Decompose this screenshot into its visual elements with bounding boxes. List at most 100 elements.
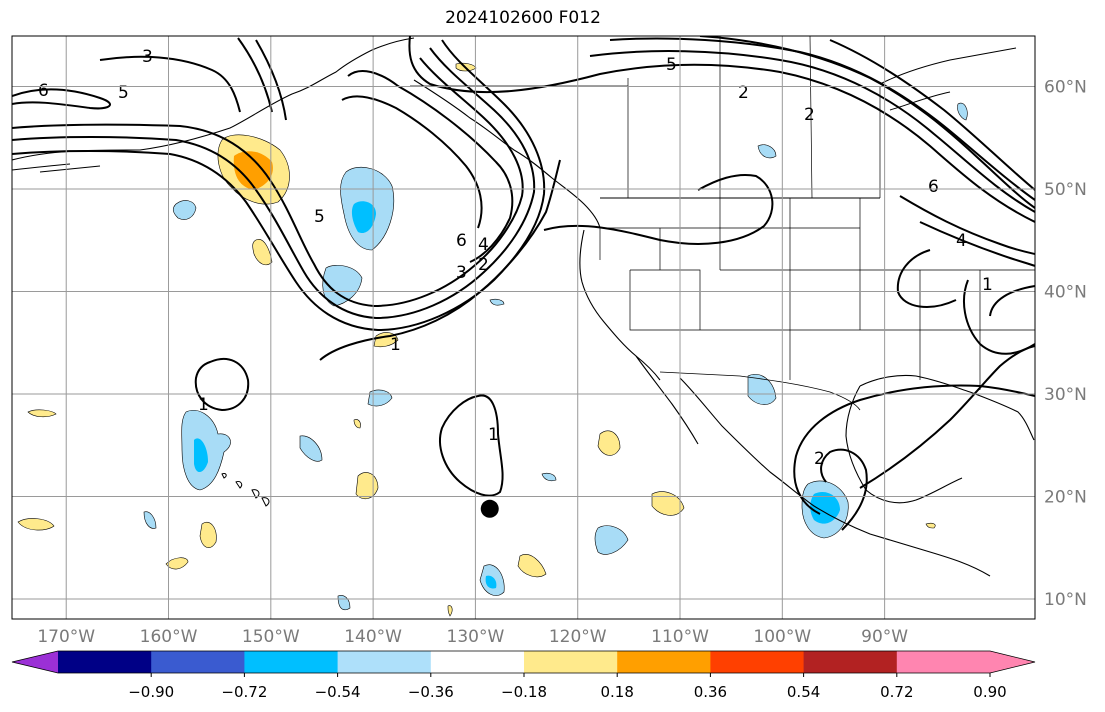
negative-anomaly-patch <box>594 525 629 555</box>
negative-anomaly-patch <box>957 102 968 121</box>
contour-line <box>341 95 483 229</box>
colorbar-segment <box>617 651 711 673</box>
colorbar-outline <box>11 650 1036 674</box>
contour-line <box>12 39 546 332</box>
negative-anomaly-patch <box>172 200 197 220</box>
latitude-tick-label: 10°N <box>1044 590 1087 610</box>
negative-anomaly-patch <box>747 374 777 405</box>
map-frame <box>11 35 1036 620</box>
storm-center-dot <box>480 499 499 518</box>
border-us-mexico <box>659 371 861 411</box>
contour-label: 5 <box>666 55 677 75</box>
positive-anomaly-patch <box>925 522 936 529</box>
contour-line <box>793 384 1035 515</box>
contour-label: 6 <box>38 81 49 101</box>
border-provinces <box>410 36 881 199</box>
colorbar-tick-label: −0.54 <box>315 683 361 701</box>
contour-label: 5 <box>118 83 129 103</box>
colorbar-tick-label: −0.36 <box>408 683 454 701</box>
contour-line <box>820 448 868 531</box>
negative-anomaly-core <box>351 201 376 234</box>
contour-label: 6 <box>456 231 467 251</box>
hawaii-islands <box>221 473 270 507</box>
positive-anomaly-patch <box>353 419 361 429</box>
contour-line <box>829 39 1035 191</box>
contour-label: 2 <box>478 255 489 275</box>
coastline-baja <box>635 355 699 445</box>
latitude-tick-labels: 60°N 50°N 40°N 30°N 20°N 10°N <box>1044 78 1087 611</box>
colorbar-tick-label: 0.90 <box>973 683 1006 701</box>
coastline-alaska <box>12 37 415 161</box>
positive-anomaly-core <box>233 151 273 190</box>
longitude-tick-label: 140°W <box>344 627 402 647</box>
positive-anomaly-patch <box>165 557 189 570</box>
positive-anomaly-patch <box>17 518 55 531</box>
colorbar-tick-label: 0.18 <box>600 683 633 701</box>
colorbar-segment <box>803 651 898 673</box>
negative-anomaly-patch <box>143 511 157 529</box>
longitude-tick-label: 110°W <box>651 627 709 647</box>
contour-line <box>12 88 112 110</box>
contour-line <box>859 345 1035 489</box>
colorbar-tick-label: 0.54 <box>787 683 820 701</box>
contour-labels: 6 5 3 5 6 4 3 2 1 1 1 5 2 2 6 4 1 2 <box>38 47 993 469</box>
contour-label: 3 <box>142 47 153 67</box>
positive-anomaly-patch <box>597 430 621 456</box>
longitude-tick-label: 100°W <box>753 627 811 647</box>
latitude-tick-label: 30°N <box>1044 385 1087 405</box>
longitude-tick-labels: 170°W 160°W 150°W 140°W 130°W 120°W 110°W 100°W… <box>37 627 908 647</box>
contour-line <box>699 36 1035 209</box>
positive-anomaly-patch <box>517 554 547 578</box>
colorbar-segment <box>58 651 152 673</box>
colorbar-segment <box>244 651 339 673</box>
colorbar-tick-label: 0.36 <box>694 683 727 701</box>
coastline-bc <box>413 79 601 229</box>
negative-anomaly-core <box>194 438 208 473</box>
colorbar-segment <box>710 651 805 673</box>
contour-line <box>237 37 287 121</box>
latitude-tick-label: 20°N <box>1044 488 1087 508</box>
contour-label: 5 <box>314 207 325 227</box>
colorbar: −0.90 −0.72 −0.54 −0.36 −0.18 0.18 0.36 0.54 0.7… <box>11 650 1036 701</box>
contour-label: 1 <box>390 335 401 355</box>
colorbar-segment <box>524 651 618 673</box>
negative-anomaly-patch <box>489 298 505 306</box>
negative-anomaly-patch <box>541 472 557 482</box>
coastline-mexico-west <box>679 377 991 577</box>
coastline-gulf <box>859 374 1035 441</box>
graticule <box>12 36 1035 619</box>
coastline-aleutians <box>12 163 101 173</box>
negative-anomaly-core <box>485 575 497 589</box>
contour-line <box>194 357 250 412</box>
positive-anomaly-patch <box>27 409 57 418</box>
longitude-tick-label: 150°W <box>242 627 300 647</box>
contour-label: 1 <box>982 275 993 295</box>
colorbar-segment <box>337 651 432 673</box>
colorbar-tick-label: −0.72 <box>221 683 267 701</box>
contour-label: 2 <box>738 83 749 103</box>
contour-label: 4 <box>956 231 967 251</box>
contour-line <box>347 70 514 263</box>
colorbar-tick-label: −0.18 <box>501 683 547 701</box>
positive-anomaly-patch <box>447 605 453 617</box>
colorbar-tick-label: −0.90 <box>128 683 174 701</box>
negative-anomaly-patch <box>299 435 323 462</box>
longitude-tick-label: 120°W <box>549 627 607 647</box>
contour-label: 6 <box>928 177 939 197</box>
border-states <box>599 198 1035 390</box>
positive-anomaly-patch <box>252 239 273 266</box>
contour-line <box>319 159 561 361</box>
colorbar-segment <box>151 651 245 673</box>
contour-line <box>408 36 1035 223</box>
contour-line <box>99 55 241 113</box>
map-title: 2024102600 F012 <box>445 8 601 28</box>
longitude-tick-label: 130°W <box>447 627 505 647</box>
contour-line <box>439 394 504 497</box>
contour-line <box>899 195 1035 255</box>
contour-line <box>919 221 1035 267</box>
map-background <box>12 36 1035 619</box>
contour-label: 1 <box>488 425 499 445</box>
colorbar-segment <box>896 651 990 673</box>
contour-label: 1 <box>198 395 209 415</box>
